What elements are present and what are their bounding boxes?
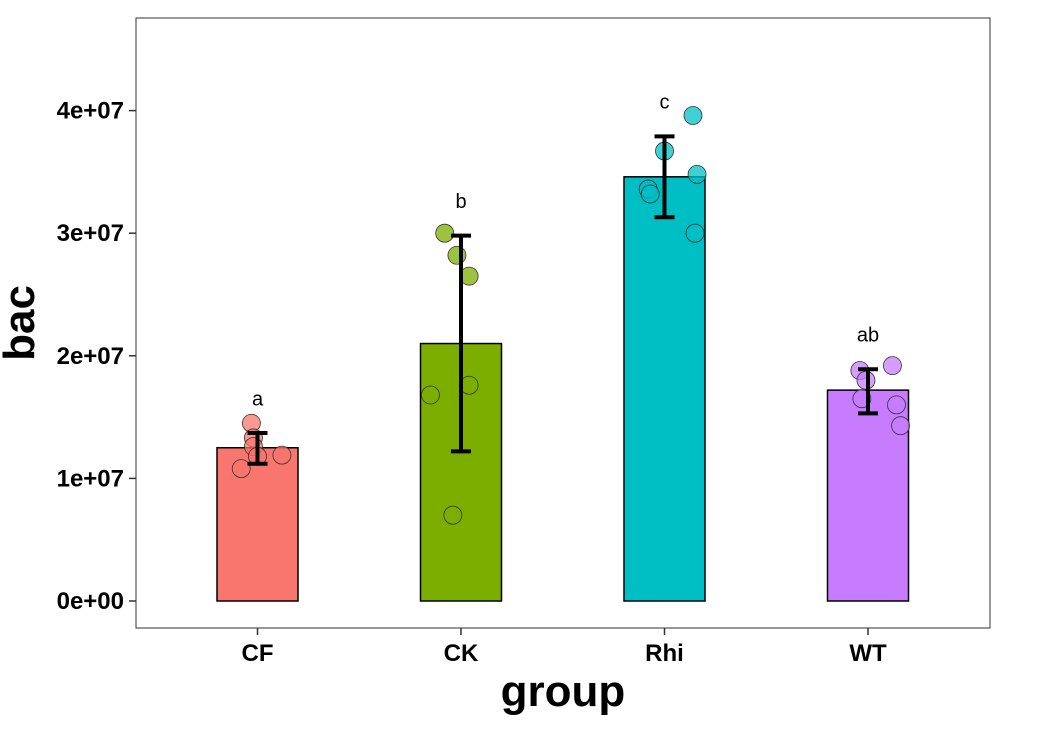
significance-label: b <box>455 191 466 213</box>
data-point <box>856 370 876 390</box>
data-point <box>447 245 467 265</box>
data-point <box>891 416 910 436</box>
error-bar-ck <box>451 233 471 454</box>
error-bar-wt <box>858 367 878 416</box>
data-point <box>421 385 440 405</box>
x-tick-label: CF <box>242 640 274 667</box>
data-point <box>685 223 705 243</box>
x-axis-title: group <box>501 667 626 716</box>
data-point <box>443 505 463 525</box>
y-tick-label: 3e+07 <box>57 220 124 247</box>
data-point <box>883 356 902 376</box>
y-tick-label: 1e+07 <box>57 465 124 492</box>
significance-label: ab <box>857 325 879 347</box>
y-tick-label: 2e+07 <box>57 343 124 370</box>
x-tick-label: CK <box>444 640 479 667</box>
bar-cf <box>216 447 299 602</box>
significance-label: a <box>252 388 264 410</box>
y-tick-label: 4e+07 <box>57 98 124 125</box>
plot-panel-border <box>135 17 991 629</box>
data-point <box>272 445 292 465</box>
data-point <box>435 223 455 243</box>
data-point <box>687 164 707 184</box>
bar-rhi <box>623 176 706 602</box>
data-point <box>683 106 703 125</box>
data-point <box>231 459 251 478</box>
x-tick-label: Rhi <box>645 640 684 667</box>
y-axis-title: bac <box>0 285 44 361</box>
data-point <box>887 395 906 415</box>
error-bar-cf <box>247 431 268 466</box>
error-bar-rhi <box>654 134 675 220</box>
data-point <box>640 184 660 204</box>
x-tick-label: WT <box>849 640 887 667</box>
y-tick-label: 0e+00 <box>57 588 124 615</box>
significance-label: c <box>660 92 670 114</box>
